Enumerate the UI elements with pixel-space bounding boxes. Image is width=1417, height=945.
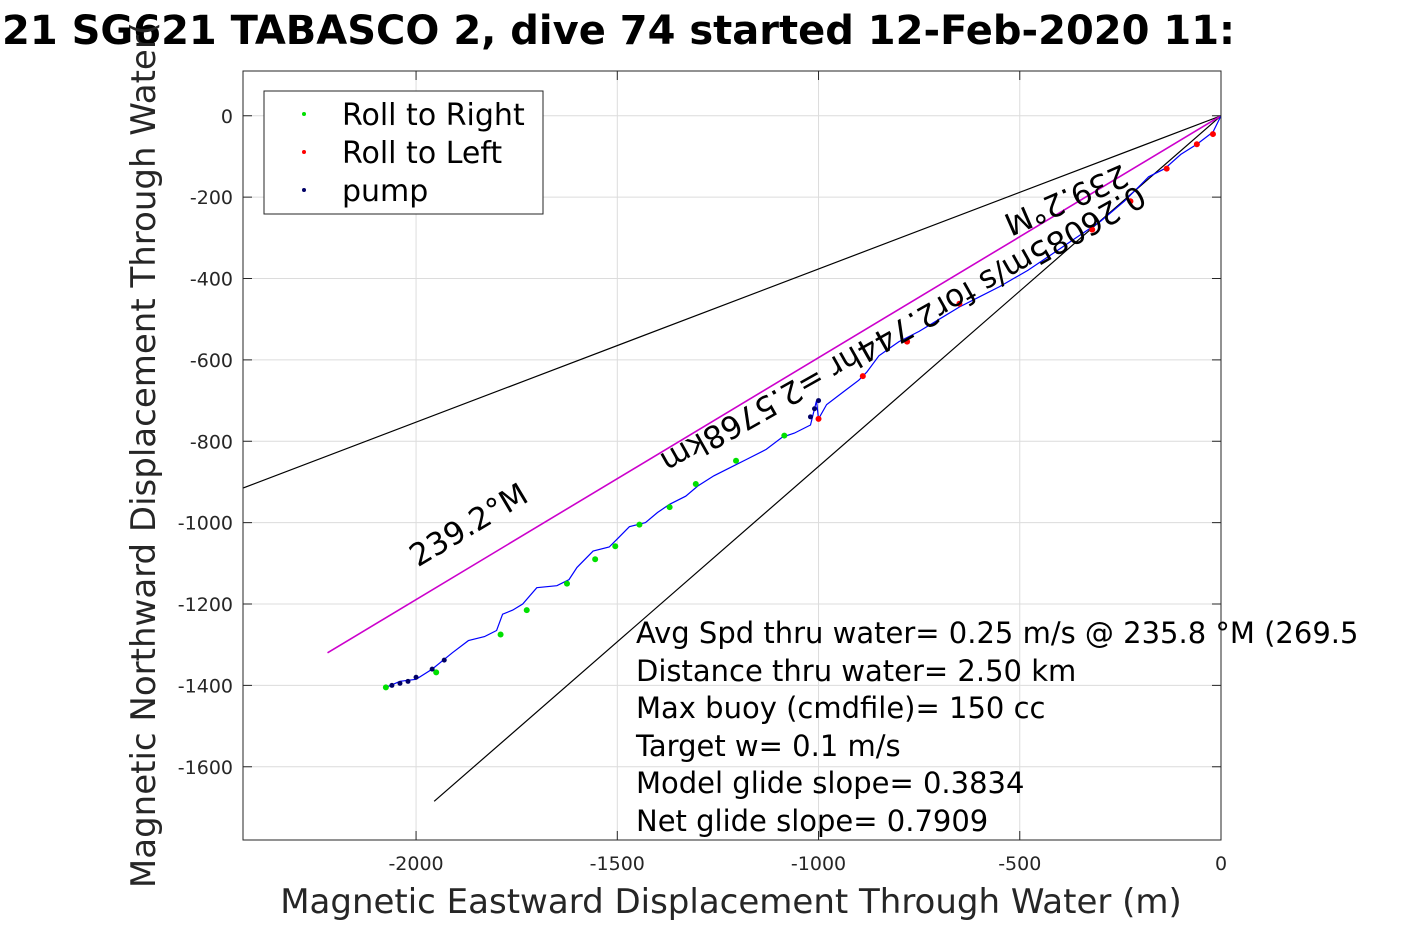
roll-right-point <box>636 521 643 528</box>
legend-marker-roll-right <box>302 112 306 116</box>
event-points <box>382 131 1216 691</box>
pump-point <box>389 682 395 688</box>
roll-right-point <box>733 457 740 464</box>
pump-point <box>397 680 403 686</box>
pump-point <box>816 398 822 404</box>
pump-point <box>812 406 818 412</box>
roll-right-point <box>497 631 504 638</box>
y-tick-label: -200 <box>190 187 233 209</box>
roll-right-point <box>612 543 619 550</box>
roll-right-point <box>563 580 570 587</box>
legend-box <box>263 90 544 215</box>
legend-marker-pump <box>302 188 306 192</box>
heading-line <box>327 115 1221 654</box>
pump-point <box>441 657 447 663</box>
x-tick-label: -1000 <box>791 853 846 875</box>
stat-avg-speed: Avg Spd thru water= 0.25 m/s @ 235.8 °M … <box>636 616 1358 650</box>
pump-point <box>429 666 435 672</box>
stat-target-w: Target w= 0.1 m/s <box>635 729 901 763</box>
legend-label-roll-right: Roll to Right <box>342 98 525 133</box>
roll-left-point <box>1089 226 1096 233</box>
roll-right-point <box>781 432 788 439</box>
y-tick-label: -1200 <box>178 594 233 616</box>
stats-block: Avg Spd thru water= 0.25 m/s @ 235.8 °M … <box>635 616 1358 838</box>
roll-right-point <box>433 669 440 676</box>
roll-left-point <box>1127 198 1134 205</box>
pump-point <box>807 414 813 420</box>
roll-right-point <box>692 480 699 487</box>
stat-distance: Distance thru water= 2.50 km <box>636 654 1076 688</box>
legend-label-pump: pump <box>342 174 428 209</box>
axis-ticks: -2000 -1500 -1000 -500 0 0 -200 -400 -600 -800 -10… <box>178 71 1227 875</box>
roll-right-point <box>382 684 389 691</box>
track-line <box>385 115 1221 688</box>
stat-net-glide: Net glide slope= 0.7909 <box>636 804 988 838</box>
roll-right-point <box>523 607 530 614</box>
grid <box>243 71 1222 840</box>
roll-left-point <box>815 415 822 422</box>
roll-left-point <box>859 373 866 380</box>
roll-left-point <box>956 300 963 307</box>
track-series <box>385 115 1221 688</box>
x-tick-label: -2000 <box>388 853 443 875</box>
roll-left-point <box>1193 141 1200 148</box>
x-tick-label: -500 <box>998 853 1041 875</box>
plot-frame <box>242 70 1222 841</box>
legend: Roll to Right Roll to Left pump <box>263 90 544 215</box>
x-tick-label: -1500 <box>590 853 645 875</box>
chart-title: 21 SG621 TABASCO 2, dive 74 started 12-F… <box>2 8 1235 54</box>
y-tick-label: -1600 <box>178 757 233 779</box>
x-axis-label: Magnetic Eastward Displacement Through W… <box>280 882 1182 922</box>
roll-left-point <box>904 338 911 345</box>
reference-line <box>243 115 1221 489</box>
y-tick-label: -1000 <box>178 513 233 535</box>
x-tick-label: 0 <box>1215 853 1227 875</box>
y-tick-label: -1400 <box>178 675 233 697</box>
stat-max-buoy: Max buoy (cmdfile)= 150 cc <box>636 691 1045 725</box>
heading-vector-line <box>327 115 1221 654</box>
roll-left-point <box>1163 165 1170 172</box>
roll-right-point <box>666 504 673 511</box>
roll-left-point <box>1209 131 1216 138</box>
y-axis-label: Magnetic Northward Displacement Through … <box>124 22 164 888</box>
legend-label-roll-left: Roll to Left <box>342 136 502 171</box>
roll-right-point <box>592 556 599 563</box>
y-tick-label: 0 <box>221 106 233 128</box>
pump-point <box>405 678 411 684</box>
legend-marker-roll-left <box>302 150 306 154</box>
y-tick-label: -600 <box>190 350 233 372</box>
stat-model-glide: Model glide slope= 0.3834 <box>636 766 1024 800</box>
pump-point <box>413 674 419 680</box>
y-tick-label: -800 <box>190 431 233 453</box>
y-tick-label: -400 <box>190 269 233 291</box>
